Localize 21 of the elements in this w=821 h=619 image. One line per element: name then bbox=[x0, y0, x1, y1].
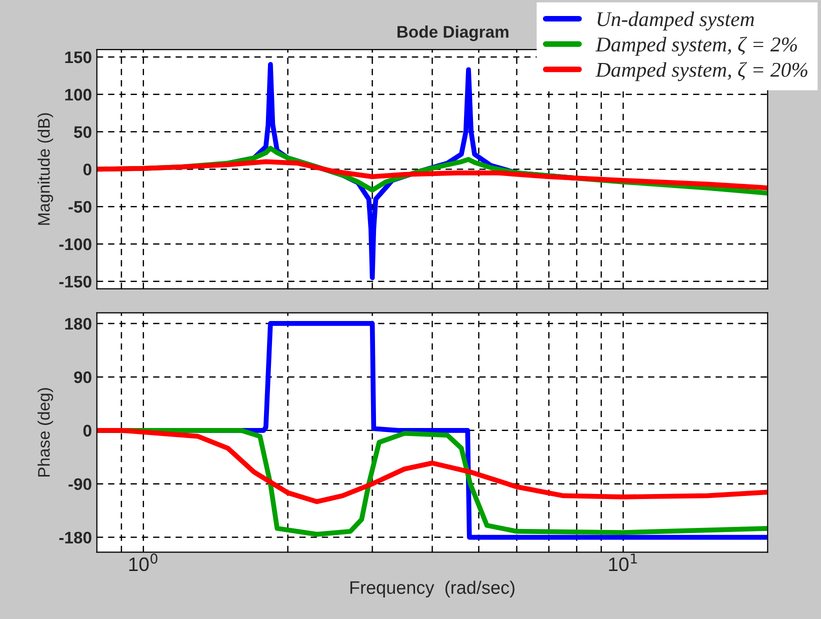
legend-label: Un-damped system bbox=[598, 12, 754, 31]
x-tick-label: 10$^{1}$ bbox=[609, 554, 637, 572]
y-tick-label: -50 bbox=[68, 200, 92, 213]
y-tick-label: -100 bbox=[59, 238, 92, 250]
y-tick-label: -90 bbox=[68, 478, 92, 490]
legend-label: Damped system, ζ = 2% bbox=[595, 36, 797, 56]
y-tick-label: 50 bbox=[74, 126, 92, 138]
x-tick-label: 10$^{0}$ bbox=[129, 553, 158, 572]
legend-label: Damped system, ζ = 20% bbox=[595, 62, 808, 82]
y-tick-label: 90 bbox=[74, 371, 92, 384]
y-tick-label: 180 bbox=[65, 318, 92, 330]
y-tick-label: 150 bbox=[65, 51, 92, 64]
y-tick-label: -180 bbox=[59, 532, 92, 544]
chart-title: Bode Diagram bbox=[398, 26, 508, 42]
x-axis-title: Frequency (rad/sec) bbox=[350, 580, 514, 598]
y-tick-label: 0 bbox=[83, 424, 92, 437]
y-tick-label: 0 bbox=[83, 164, 92, 176]
y-axis-title: Phase (deg) bbox=[38, 388, 54, 476]
y-tick-label: 100 bbox=[65, 88, 92, 101]
y-axis-title: Magnitude (dB) bbox=[38, 113, 54, 225]
y-tick-label: -150 bbox=[59, 276, 92, 288]
